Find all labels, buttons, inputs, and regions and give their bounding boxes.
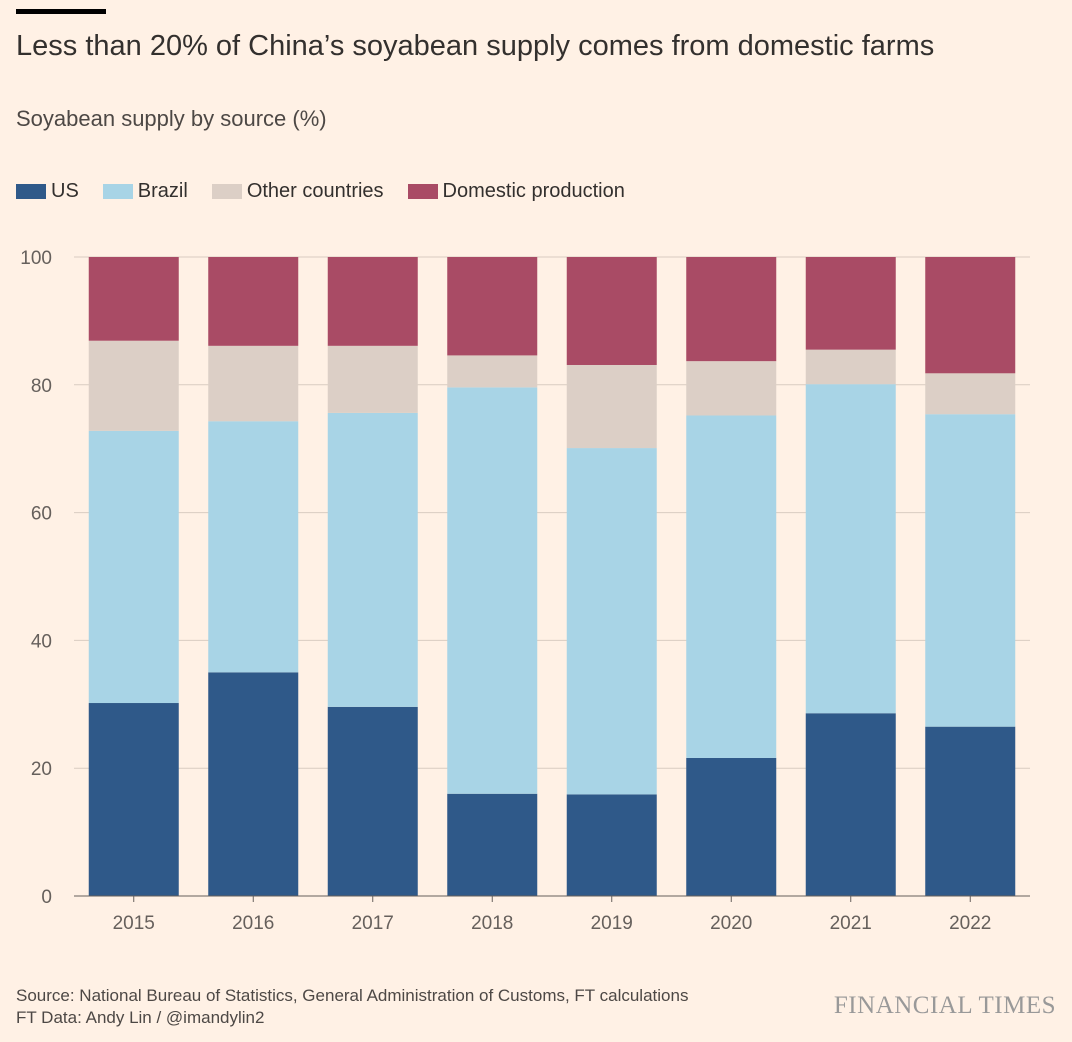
bar-segment-brazil [447, 387, 538, 794]
x-tick-label: 2021 [830, 913, 872, 934]
legend-label-other-countries: Other countries [246, 180, 384, 202]
bar-segment-us [566, 794, 657, 896]
legend-label-domestic-production: Domestic production [442, 180, 625, 202]
bar-segment-domestic-production [925, 257, 1016, 374]
bar-segment-other-countries [327, 345, 418, 413]
financial-times-logo: FINANCIAL TIMES [833, 992, 1056, 1019]
y-tick-label: 0 [41, 887, 52, 908]
y-tick-label: 60 [31, 504, 52, 525]
bar-segment-domestic-production [88, 257, 179, 341]
bar-segment-other-countries [686, 361, 777, 416]
legend-label-us: US [51, 180, 79, 202]
bar-segment-us [925, 726, 1016, 896]
legend-swatch-domestic-production [407, 184, 438, 199]
x-tick-label: 2018 [471, 913, 513, 934]
y-tick-label: 80 [31, 376, 52, 397]
legend-swatch-brazil [102, 184, 133, 199]
bar-segment-domestic-production [327, 257, 418, 346]
legend-item-domestic-production: Domestic production [407, 180, 625, 203]
bar-segment-other-countries [208, 345, 299, 422]
chart-title: Less than 20% of China’s soyabean supply… [16, 30, 935, 62]
bar-segment-us [208, 672, 299, 896]
bar-segment-domestic-production [447, 257, 538, 356]
bar-segment-us [447, 793, 538, 896]
bar-segment-brazil [566, 448, 657, 795]
bar-segment-brazil [327, 412, 418, 707]
bar-segment-domestic-production [566, 257, 657, 365]
chart-subtitle: Soyabean supply by source (%) [16, 106, 327, 131]
bar-segment-us [805, 713, 896, 896]
bar-segment-other-countries [566, 364, 657, 449]
bar-segment-brazil [686, 415, 777, 758]
legend-swatch-other-countries [211, 184, 242, 199]
x-tick-label: 2017 [352, 913, 394, 934]
bar-segment-us [686, 757, 777, 896]
source-note: Source: National Bureau of Statistics, G… [16, 986, 689, 1005]
bar-segment-domestic-production [686, 257, 777, 362]
bar-segment-domestic-production [208, 257, 299, 346]
x-tick-label: 2019 [591, 913, 633, 934]
legend-swatch-us [16, 184, 46, 199]
bar-segment-other-countries [925, 373, 1016, 415]
credit-note: FT Data: Andy Lin / @imandylin2 [16, 1008, 265, 1027]
bar-segment-brazil [208, 421, 299, 673]
legend-label-brazil: Brazil [137, 180, 188, 202]
x-tick-label: 2020 [710, 913, 752, 934]
y-tick-label: 20 [31, 759, 52, 780]
stacked-bar-chart: 0 20 40 60 80 100 2015 2016 2017 2018 2019 2020 2021… [20, 248, 1030, 934]
legend-item-us: US [16, 180, 79, 203]
bar-segment-other-countries [447, 355, 538, 388]
bar-segment-us [327, 706, 418, 896]
bar-segment-domestic-production [805, 257, 896, 350]
x-tick-label: 2015 [113, 913, 155, 934]
bar-segment-brazil [88, 430, 179, 704]
x-tick-label: 2016 [232, 913, 274, 934]
chart-legend: US Brazil Other countries Domestic produ… [16, 180, 649, 203]
legend-item-other-countries: Other countries [211, 180, 384, 203]
top-accent-bar [16, 9, 106, 14]
x-tick-label: 2022 [949, 913, 991, 934]
bar-segment-other-countries [88, 340, 179, 431]
legend-item-brazil: Brazil [102, 180, 188, 203]
bar-segment-other-countries [805, 349, 896, 385]
bar-segment-us [88, 703, 179, 896]
chart-footer: Source: National Bureau of Statistics, G… [16, 985, 688, 1029]
y-tick-label: 100 [20, 248, 52, 269]
bar-segment-brazil [805, 384, 896, 714]
bar-segment-brazil [925, 414, 1016, 727]
y-tick-label: 40 [31, 631, 52, 652]
